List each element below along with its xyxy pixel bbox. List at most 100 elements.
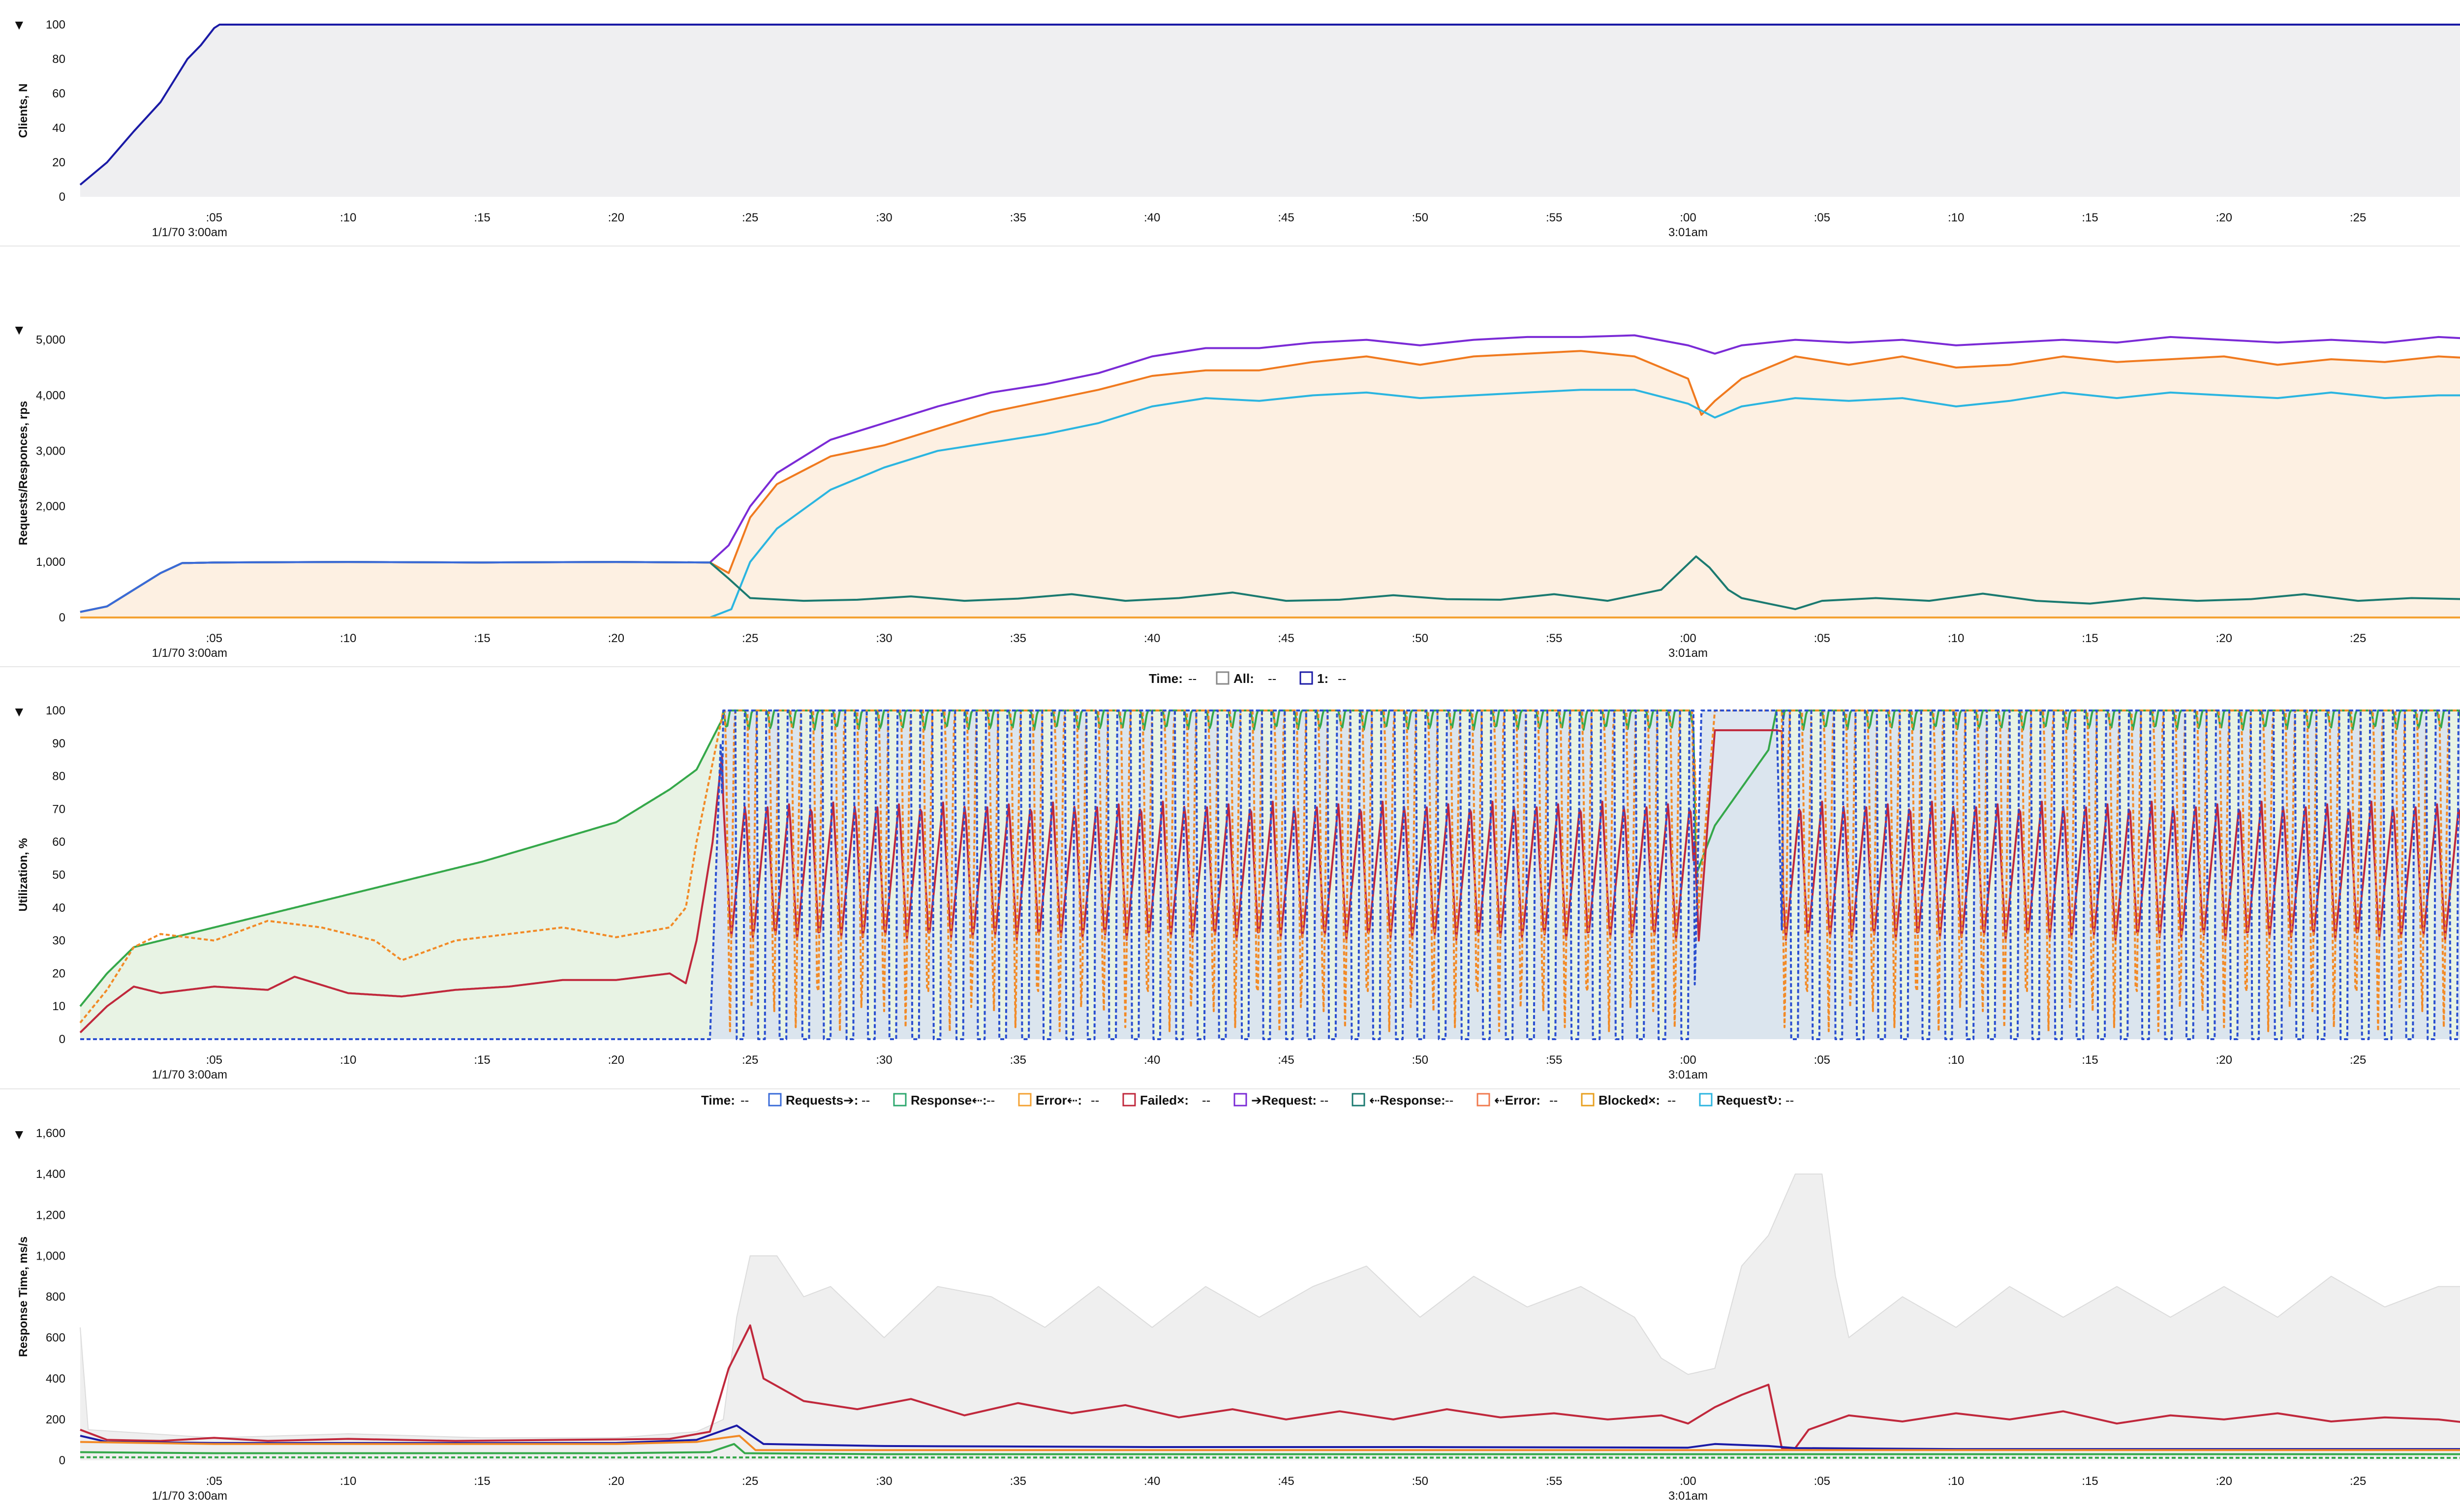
legend-swatch[interactable]	[768, 1093, 782, 1107]
legend-item[interactable]: Request↻: --	[1699, 1093, 1794, 1108]
legend-value: --	[1091, 1093, 1099, 1108]
series-area-envelope	[80, 1174, 2460, 1460]
x-tick-label: :15	[2082, 211, 2098, 224]
series-line-threads	[79, 710, 2460, 1032]
legend-value: --	[1202, 1093, 1210, 1108]
series-line-memory	[80, 1443, 2460, 1455]
x-tick-label: :20	[2216, 1053, 2232, 1067]
x-tick-label: :20	[608, 211, 624, 224]
x-tick-label: :20	[608, 1053, 624, 1067]
legend-value: --	[861, 1093, 870, 1108]
x-tick-label: :10	[1948, 632, 1964, 645]
x-tick-label: :40	[1144, 1053, 1160, 1067]
legend-item[interactable]: Failed×: --	[1122, 1093, 1210, 1108]
legend-value: --	[1785, 1093, 1794, 1108]
legend-item[interactable]: All: --	[1216, 671, 1276, 686]
x-axis-start-label: 1/1/70 3:00am	[152, 647, 227, 660]
x-tick-label: :35	[1010, 1053, 1026, 1067]
x-tick-label: :10	[1948, 1053, 1964, 1067]
x-tick-label: :05	[206, 1053, 222, 1067]
x-tick-label: :35	[1010, 211, 1026, 224]
x-tick-label: :15	[2082, 632, 2098, 645]
legend-item[interactable]: Requests➔: --	[768, 1093, 870, 1108]
series-line-memory_dashed	[80, 1456, 2460, 1459]
legend-swatch[interactable]	[1122, 1093, 1136, 1107]
x-tick-label: :20	[608, 1475, 624, 1488]
legend-label: Failed×:	[1140, 1093, 1189, 1108]
legend-item[interactable]: Blocked×: --	[1581, 1093, 1676, 1108]
legend-swatch[interactable]	[1018, 1093, 1032, 1107]
x-tick-label: :20	[2216, 632, 2232, 645]
x-tick-label: :05	[206, 211, 222, 224]
legend-value: --	[1338, 671, 1346, 686]
x-axis-start-label: 1/1/70 3:00am	[152, 226, 227, 239]
legend-item[interactable]: Error⇠: --	[1018, 1093, 1099, 1108]
legend-value: --	[1320, 1093, 1328, 1108]
series-line-requests_out	[80, 561, 710, 613]
y-tick-label: 50	[52, 868, 65, 882]
y-tick-label: 400	[46, 1372, 65, 1386]
legend-swatch[interactable]	[1216, 671, 1230, 685]
y-tick-label: 1,000	[36, 555, 65, 569]
y-tick-label: 40	[52, 901, 65, 915]
x-tick-label: :15	[474, 1475, 490, 1488]
x-tick-label: :25	[742, 211, 758, 224]
y-tick-label: 60	[52, 87, 65, 100]
x-tick-label: :15	[474, 632, 490, 645]
collapse-toggle-icon[interactable]: ▼	[12, 17, 26, 32]
legend-label: Response⇠:	[911, 1093, 987, 1108]
series-line-cpu	[80, 1324, 2460, 1450]
legend-swatch[interactable]	[1699, 1093, 1713, 1107]
legend-item[interactable]: ⇠Response: --	[1352, 1093, 1453, 1108]
legend-label: Error⇠:	[1036, 1093, 1082, 1108]
y-tick-label: 70	[52, 802, 65, 816]
panel-utilization: ▼ Utilization, % 0 10 20 30 40 50 60 70 80 90 100:05…	[0, 704, 2460, 1108]
legend-item[interactable]: 1: --	[1299, 671, 1346, 686]
series-area-clients	[80, 25, 2460, 197]
legend-swatch[interactable]	[1476, 1093, 1490, 1107]
legend-swatch[interactable]	[893, 1093, 907, 1107]
legend-value: --	[986, 1093, 995, 1108]
y-tick-label: 30	[52, 934, 65, 948]
y-tick-label: 80	[52, 53, 65, 66]
legend-swatch[interactable]	[1581, 1093, 1595, 1107]
collapse-toggle-icon[interactable]: ▼	[12, 322, 26, 338]
x-tick-label: :40	[1144, 1475, 1160, 1488]
plot-area	[79, 24, 2460, 197]
x-tick-label: :30	[876, 632, 892, 645]
legend-label: All:	[1233, 671, 1254, 686]
legend-item[interactable]: Response⇠: --	[893, 1093, 995, 1108]
legend-item[interactable]: ➔Request: --	[1233, 1093, 1328, 1108]
legend-item[interactable]: ⇠Error: --	[1476, 1093, 1558, 1108]
series-line-queue	[80, 710, 2460, 1040]
y-tick-label: 10	[52, 1000, 65, 1013]
y-tick-label: 5,000	[36, 334, 65, 347]
collapse-toggle-icon[interactable]: ▼	[12, 704, 26, 719]
y-tick-label: 20	[52, 967, 65, 980]
legend-swatch[interactable]	[1233, 1093, 1247, 1107]
legend-swatch[interactable]	[1299, 671, 1313, 685]
x-tick-label: :10	[340, 632, 356, 645]
legend-swatch[interactable]	[1352, 1093, 1365, 1107]
x-tick-label: :05	[1814, 1053, 1830, 1067]
x-tick-label: :00	[1680, 211, 1696, 224]
y-tick-label: 1,400	[36, 1168, 65, 1181]
y-tick-label: 800	[46, 1291, 65, 1304]
legend-value: --	[1667, 1093, 1676, 1108]
x-tick-label: :25	[2350, 211, 2366, 224]
legend-label: 1:	[1317, 671, 1328, 686]
collapse-toggle-icon[interactable]: ▼	[12, 1127, 26, 1142]
x-tick-label: :50	[1412, 1475, 1428, 1488]
panel-response_time: ▼ Response Time, ms/s 0 200 400 600 800 1,000 1,…	[12, 1127, 2460, 1503]
x-tick-label: :20	[2216, 1475, 2232, 1488]
x-tick-label: :15	[474, 1053, 490, 1067]
x-tick-label: :30	[876, 1475, 892, 1488]
series-area-queue	[80, 710, 2460, 1039]
x-tick-label: :45	[1278, 1475, 1294, 1488]
x-tick-label: :55	[1546, 211, 1562, 224]
y-tick-label: 0	[59, 190, 65, 204]
y-axis-label: Clients, N	[17, 84, 30, 138]
x-axis-minute-label: 3:01am	[1668, 647, 1708, 660]
x-tick-label: :10	[340, 1053, 356, 1067]
y-tick-label: 80	[52, 770, 65, 783]
